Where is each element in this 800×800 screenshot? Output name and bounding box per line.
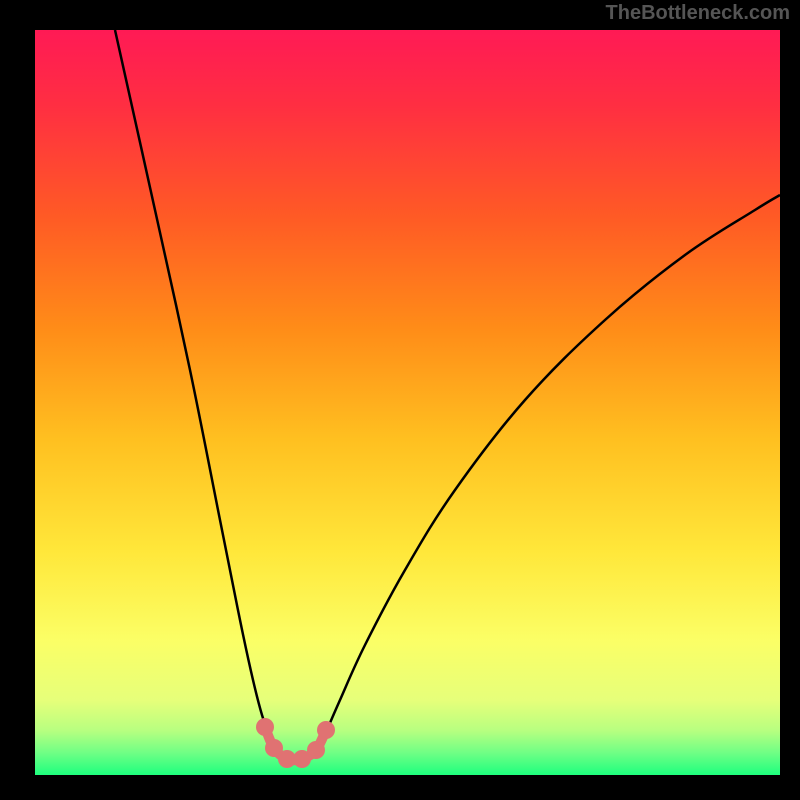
watermark-text: TheBottleneck.com [606,2,790,25]
plot-area [35,30,780,775]
marker-dot [317,721,335,739]
marker-dot [256,718,274,736]
chart-svg [35,30,780,775]
gradient-background [35,30,780,775]
marker-dot [307,741,325,759]
